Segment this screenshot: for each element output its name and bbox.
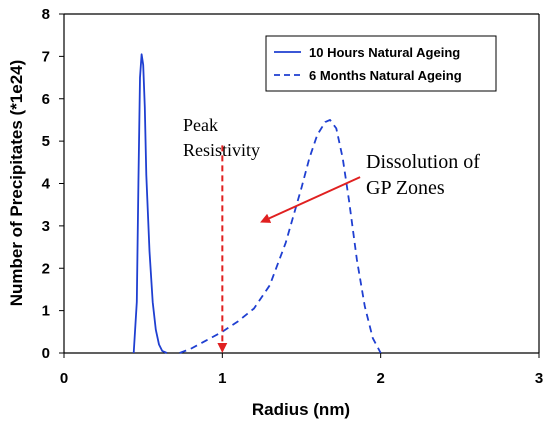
annotation-layer: Peak Resistivity Dissolution of GP Zones xyxy=(183,115,480,353)
legend: 10 Hours Natural Ageing 6 Months Natural… xyxy=(265,35,497,92)
ticks-layer: 0 1 2 3 0 1 2 3 4 5 6 7 8 xyxy=(42,6,544,387)
dissolution-annotation-line-1: Dissolution of xyxy=(366,151,480,173)
x-tick-label-0: 0 xyxy=(60,370,68,387)
dissolution-annotation-line-2: GP Zones xyxy=(366,177,445,199)
x-tick-label-1: 1 xyxy=(218,370,226,387)
y-tick-label-5: 5 xyxy=(42,133,50,150)
legend-label-6-months: 6 Months Natural Ageing xyxy=(309,68,462,83)
series-line-6-months xyxy=(179,119,382,354)
y-tick-label-0: 0 xyxy=(42,345,50,362)
peak-annotation-line-1: Peak xyxy=(183,115,218,135)
y-tick-label-6: 6 xyxy=(42,91,50,108)
series-line-10-hours xyxy=(132,53,168,354)
y-tick-label-7: 7 xyxy=(42,48,50,65)
y-tick-label-8: 8 xyxy=(42,6,50,23)
y-axis-title: Number of Precipitates (*1e24) xyxy=(7,60,26,307)
x-tick-label-3: 3 xyxy=(535,370,543,387)
legend-label-10-hours: 10 Hours Natural Ageing xyxy=(309,45,460,60)
legend-box xyxy=(265,35,497,92)
plot-area xyxy=(63,13,540,354)
x-axis-title: Radius (nm) xyxy=(252,400,350,419)
y-tick-label-2: 2 xyxy=(42,260,50,277)
y-tick-label-1: 1 xyxy=(42,303,50,320)
y-tick-label-3: 3 xyxy=(42,218,50,235)
dissolution-arrow xyxy=(260,176,361,223)
x-tick-label-2: 2 xyxy=(376,370,384,387)
y-tick-label-4: 4 xyxy=(42,176,51,193)
series-layer xyxy=(132,53,382,354)
